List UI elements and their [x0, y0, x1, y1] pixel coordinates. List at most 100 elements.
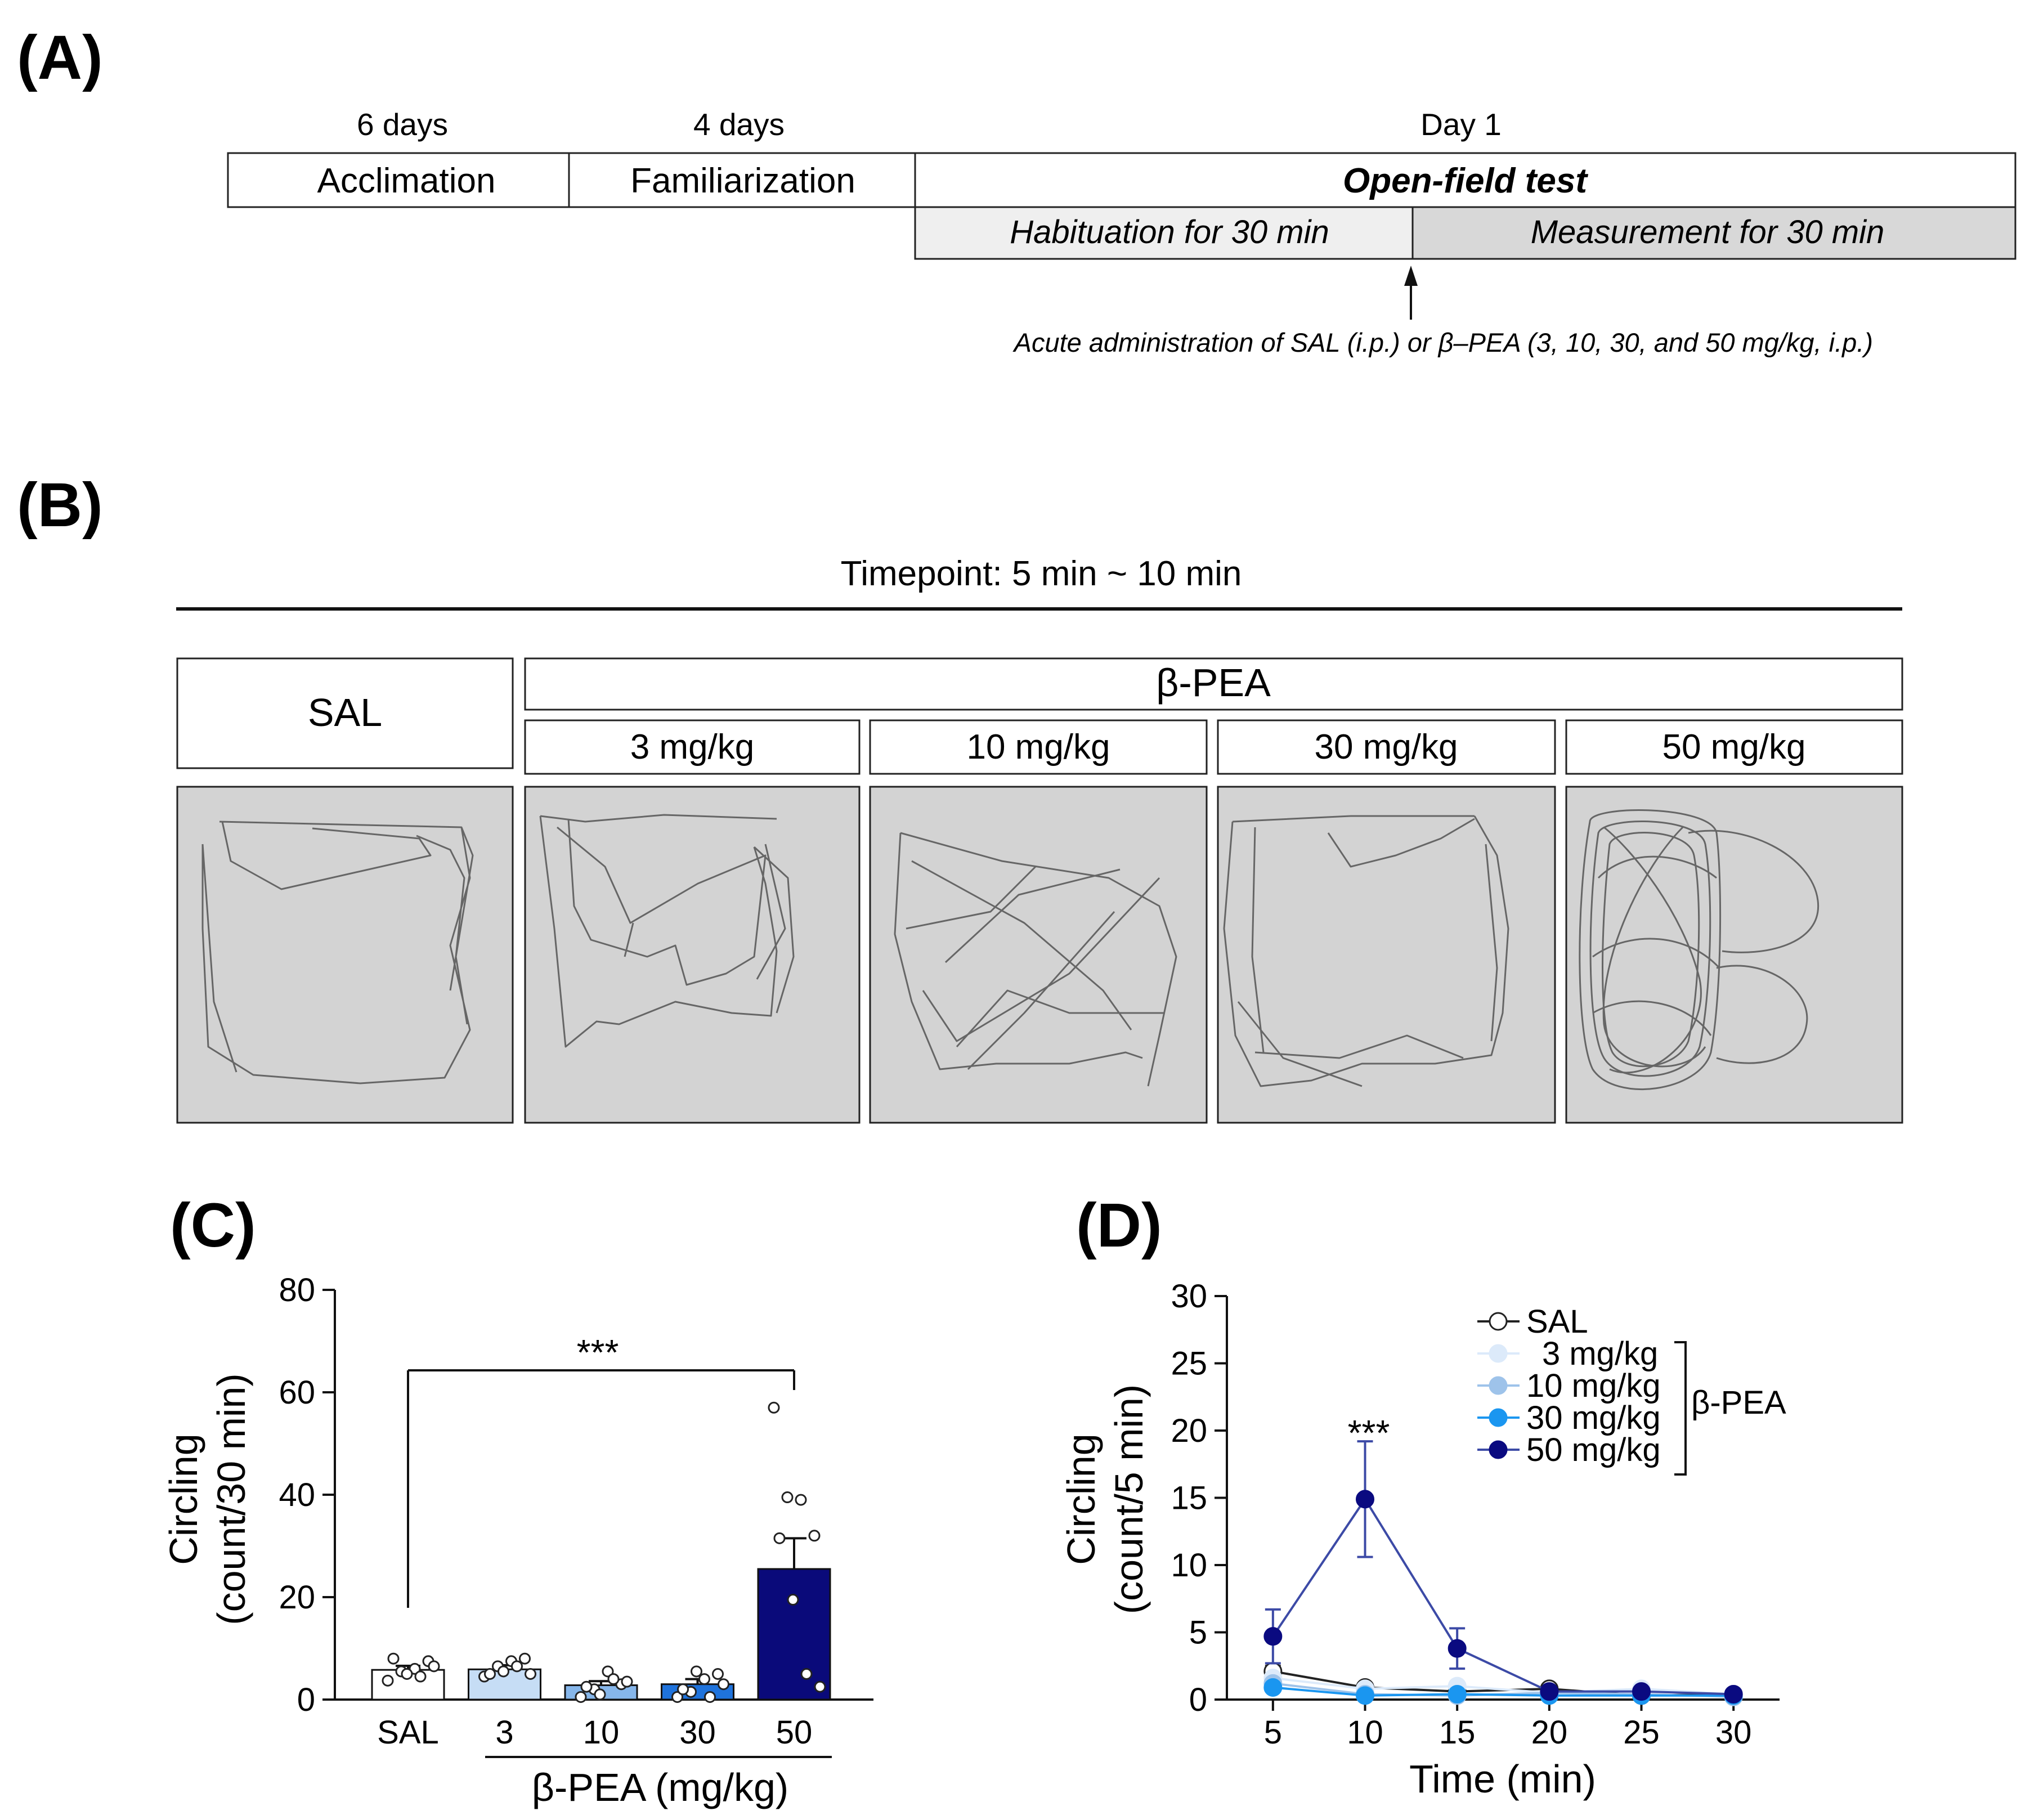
d-data-point: [1540, 1682, 1559, 1701]
d-data-point: [1448, 1684, 1467, 1704]
c-y-tick-label: 60: [279, 1374, 315, 1411]
d-y-tick-label: 30: [1171, 1278, 1207, 1315]
d-significance-stars: ***: [1348, 1413, 1390, 1453]
c-x-tick-label: 30: [679, 1714, 716, 1751]
arena-group: [176, 786, 1903, 1124]
bar-chart-c: 0 20 40 60 80 SAL 3 10 30 50 *** Circling (count…: [162, 1272, 873, 1809]
d-series-line: [1263, 1669, 1743, 1704]
d-y-tick-label: 20: [1171, 1413, 1207, 1449]
d-legend-marker: [1489, 1440, 1508, 1459]
c-data-point: [712, 1668, 724, 1680]
c-y-tick-label: 0: [297, 1682, 315, 1718]
d-legend-group-label: β-PEA: [1691, 1384, 1786, 1421]
dose-box-30: [1217, 719, 1556, 775]
c-data-point: [580, 1680, 593, 1693]
c-data-point: [575, 1691, 587, 1703]
c-data-point: [414, 1670, 427, 1683]
d-legend-marker: [1489, 1344, 1508, 1363]
d-legend-label: SAL: [1526, 1303, 1588, 1340]
dose-label-30: 30 mg/kg: [1314, 728, 1458, 766]
d-series-line: [1263, 1440, 1743, 1704]
c-data-point: [814, 1680, 826, 1693]
c-data-point: [677, 1683, 689, 1696]
d-x-tick-label: 5: [1264, 1714, 1282, 1751]
c-data-point: [698, 1673, 710, 1685]
timepoint-label: Timepoint: 5 min ~ 10 min: [841, 554, 1242, 593]
d-xlabel: Time (min): [1409, 1757, 1596, 1801]
c-data-point: [691, 1665, 702, 1678]
dose-box-10: [869, 719, 1208, 775]
c-data-point: [602, 1665, 614, 1678]
familiarization-label: Familiarization: [630, 162, 855, 200]
c-x-tick-label: 3: [495, 1714, 513, 1751]
c-significance-stars: ***: [577, 1332, 619, 1373]
c-x-tick-label: 50: [776, 1714, 813, 1751]
d-data-point: [1263, 1678, 1283, 1697]
arena-3mgkg: [524, 786, 861, 1124]
measurement-label: Measurement for 30 min: [1531, 214, 1885, 250]
acclimation-label: Acclimation: [317, 162, 496, 200]
c-data-point: [607, 1673, 620, 1685]
d-x-tick-label: 20: [1531, 1714, 1568, 1751]
c-y-tick-label: 40: [279, 1477, 315, 1513]
c-y-tick-label: 20: [279, 1579, 315, 1616]
d-legend-bracket: [1674, 1341, 1687, 1476]
injection-arrow: [1404, 266, 1418, 320]
c-data-point: [671, 1691, 683, 1703]
d-x-tick-label: 30: [1715, 1714, 1752, 1751]
d-legend-marker: [1489, 1408, 1508, 1427]
c-data-point: [594, 1688, 606, 1701]
measurement-box: [1411, 206, 2016, 260]
c-data-point: [773, 1532, 786, 1544]
c-x-ticks: SAL 3 10 30 50: [377, 1714, 812, 1751]
d-y-tick-label: 5: [1189, 1615, 1207, 1651]
c-data-point: [621, 1675, 633, 1688]
d-legend-label: 30 mg/kg: [1526, 1400, 1661, 1436]
c-data-point: [781, 1491, 794, 1504]
arena-10mgkg: [869, 786, 1208, 1124]
d-y-tick-label: 0: [1189, 1682, 1207, 1718]
arena-30mgkg: [1217, 786, 1556, 1124]
d-ylabel-line2: (count/5 min): [1107, 1384, 1151, 1614]
dose-label-3: 3 mg/kg: [630, 728, 755, 766]
arena-sal: [176, 786, 514, 1124]
d-data-point: [1356, 1490, 1374, 1509]
drug-header-box: [524, 657, 1903, 711]
habituation-label: Habituation for 30 min: [1010, 214, 1329, 250]
c-data-point: [401, 1668, 413, 1680]
c-data-point: [795, 1494, 807, 1506]
d-legend-label: 50 mg/kg: [1526, 1432, 1661, 1468]
d-x-tick-label: 10: [1347, 1714, 1383, 1751]
phase-duration-acclimation: 6 days: [357, 107, 448, 142]
c-bar: [757, 1568, 831, 1701]
d-data-point: [1356, 1686, 1374, 1705]
acclimation-box: [227, 152, 570, 208]
c-x-tick-label: 10: [583, 1714, 620, 1751]
d-series-path: [1272, 1686, 1734, 1697]
d-x-tick-label: 15: [1439, 1714, 1476, 1751]
c-data-point: [498, 1665, 509, 1678]
d-series: [1263, 1440, 1743, 1706]
familiarization-box: [568, 152, 916, 208]
open-field-test-label: Open-field test: [1343, 162, 1588, 200]
d-legend-marker: [1489, 1312, 1508, 1331]
d-data-point: [1263, 1627, 1283, 1646]
c-data-point: [525, 1668, 536, 1680]
d-x-ticks: 5 10 15 20 25 30: [1264, 1700, 1752, 1751]
c-xlabel: β-PEA (mg/kg): [532, 1765, 788, 1809]
c-x-tick-label: SAL: [377, 1714, 439, 1751]
phase-duration-test: Day 1: [1420, 107, 1502, 142]
c-ylabel-line1: Circling: [162, 1433, 205, 1565]
c-data-point: [484, 1668, 496, 1680]
c-y-ticks: 0 20 40 60 80: [279, 1272, 335, 1718]
dose-label-10: 10 mg/kg: [966, 728, 1110, 766]
c-data-point: [800, 1668, 813, 1680]
d-legend-label: 3 mg/kg: [1542, 1335, 1658, 1372]
d-data-point: [1448, 1639, 1467, 1658]
drug-header-label: β-PEA: [1156, 661, 1271, 705]
d-y-tick-label: 15: [1171, 1480, 1207, 1517]
c-data-point: [511, 1660, 523, 1673]
d-series-path: [1272, 1497, 1734, 1696]
